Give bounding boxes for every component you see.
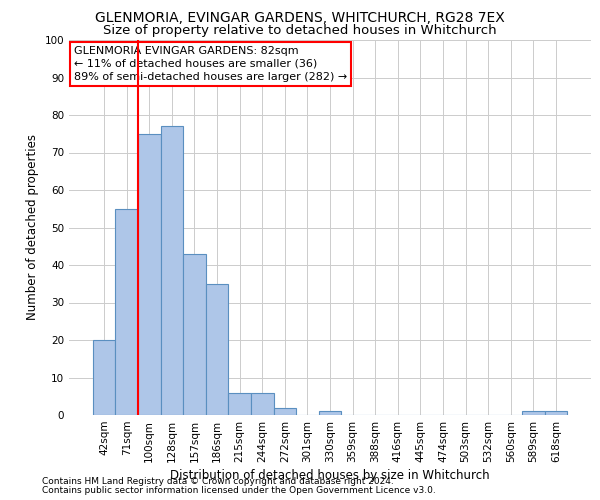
Bar bbox=[319, 411, 341, 415]
Bar bbox=[251, 392, 274, 415]
Bar bbox=[183, 254, 206, 415]
Text: GLENMORIA, EVINGAR GARDENS, WHITCHURCH, RG28 7EX: GLENMORIA, EVINGAR GARDENS, WHITCHURCH, … bbox=[95, 11, 505, 25]
Text: Contains public sector information licensed under the Open Government Licence v3: Contains public sector information licen… bbox=[42, 486, 436, 495]
Bar bbox=[206, 284, 229, 415]
Y-axis label: Number of detached properties: Number of detached properties bbox=[26, 134, 39, 320]
Bar bbox=[138, 134, 161, 415]
Bar bbox=[93, 340, 115, 415]
Bar bbox=[274, 408, 296, 415]
Bar bbox=[522, 411, 545, 415]
Text: Size of property relative to detached houses in Whitchurch: Size of property relative to detached ho… bbox=[103, 24, 497, 37]
Bar bbox=[161, 126, 183, 415]
Bar bbox=[545, 411, 567, 415]
Bar bbox=[229, 392, 251, 415]
X-axis label: Distribution of detached houses by size in Whitchurch: Distribution of detached houses by size … bbox=[170, 469, 490, 482]
Bar bbox=[115, 209, 138, 415]
Text: Contains HM Land Registry data © Crown copyright and database right 2024.: Contains HM Land Registry data © Crown c… bbox=[42, 477, 394, 486]
Text: GLENMORIA EVINGAR GARDENS: 82sqm
← 11% of detached houses are smaller (36)
89% o: GLENMORIA EVINGAR GARDENS: 82sqm ← 11% o… bbox=[74, 46, 347, 82]
